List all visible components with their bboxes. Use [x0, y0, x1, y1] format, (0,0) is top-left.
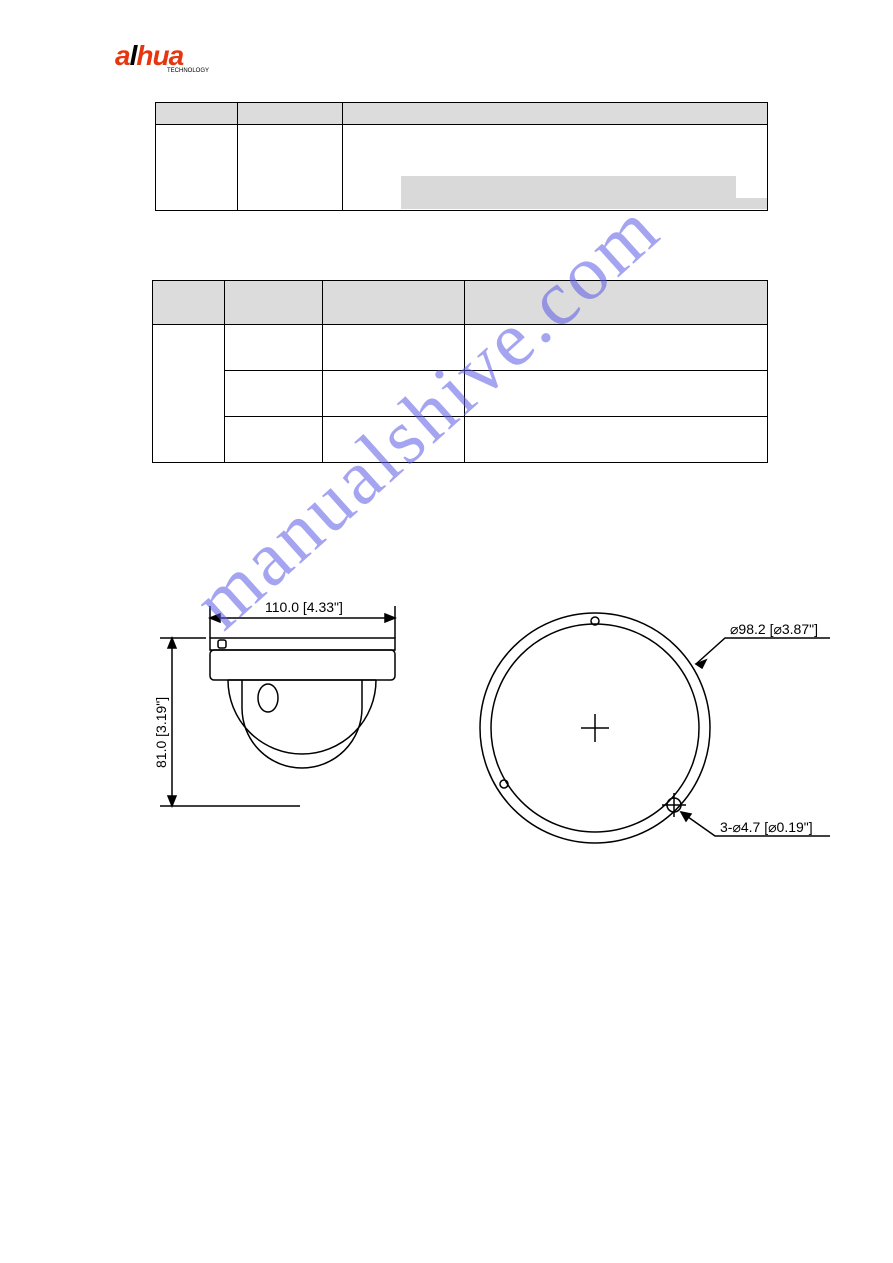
side-view: 110.0 [4.33"] 81.0 [3.19"]	[153, 599, 395, 806]
table2-r1c2	[225, 325, 323, 371]
table2-r2c2	[225, 371, 323, 417]
note-highlight-1	[401, 176, 736, 198]
diameter-dim-label: ⌀98.2 [⌀3.87"]	[730, 621, 818, 637]
top-view: ⌀98.2 [⌀3.87"] 3-⌀4.7 [⌀0.19"]	[480, 613, 830, 843]
table1-cell-2	[238, 125, 343, 211]
table1-hdr-2	[238, 103, 343, 125]
height-dim-label: 81.0 [3.19"]	[153, 697, 169, 768]
table2-r3c2	[225, 417, 323, 463]
table1-hdr-3	[343, 103, 768, 125]
table1-hdr-1	[156, 103, 238, 125]
brand-logo: alhua TECHNOLOGY	[115, 40, 209, 74]
table2-r1c3	[323, 325, 465, 371]
logo-text-a: a	[115, 40, 130, 71]
table2-hdr-4	[465, 281, 768, 325]
spec-table-2	[152, 280, 768, 463]
table2-r1c4	[465, 325, 768, 371]
logo-text-hua: hua	[136, 40, 183, 71]
table2-hdr-1	[153, 281, 225, 325]
table2-hdr-2	[225, 281, 323, 325]
note-highlight-2	[401, 198, 767, 209]
logo-subtext: TECHNOLOGY	[167, 68, 209, 74]
holes-dim-label: 3-⌀4.7 [⌀0.19"]	[720, 819, 813, 835]
table2-r3c4	[465, 417, 768, 463]
table2-hdr-3	[323, 281, 465, 325]
table1-cell-1	[156, 125, 238, 211]
width-dim-label: 110.0 [4.33"]	[265, 599, 343, 615]
table2-r1c1	[153, 325, 225, 463]
table2-r3c3	[323, 417, 465, 463]
dimension-diagram: 110.0 [4.33"] 81.0 [3.19"]	[150, 598, 850, 898]
table2-r2c4	[465, 371, 768, 417]
table2-r2c3	[323, 371, 465, 417]
